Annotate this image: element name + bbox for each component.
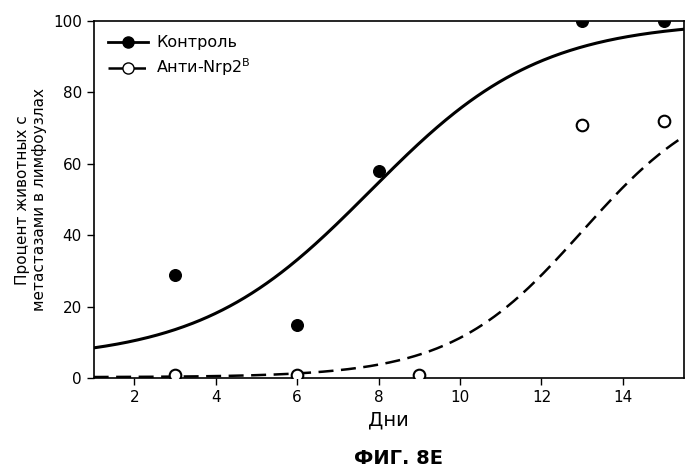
- Point: [373, 167, 384, 175]
- Point: [577, 121, 588, 128]
- Text: ФИГ. 8Е: ФИГ. 8Е: [354, 449, 443, 468]
- Y-axis label: Процент животных с
метастазами в лимфоузлах: Процент животных с метастазами в лимфоуз…: [15, 88, 48, 311]
- Point: [414, 371, 425, 378]
- Point: [658, 17, 669, 25]
- Point: [658, 117, 669, 125]
- X-axis label: Дни: Дни: [368, 411, 409, 429]
- Point: [169, 271, 180, 279]
- Point: [577, 17, 588, 25]
- Legend: Контроль, Анти-Nrp2$^{\mathrm{B}}$: Контроль, Анти-Nrp2$^{\mathrm{B}}$: [101, 29, 257, 85]
- Point: [291, 321, 303, 328]
- Point: [291, 371, 303, 378]
- Point: [169, 371, 180, 378]
